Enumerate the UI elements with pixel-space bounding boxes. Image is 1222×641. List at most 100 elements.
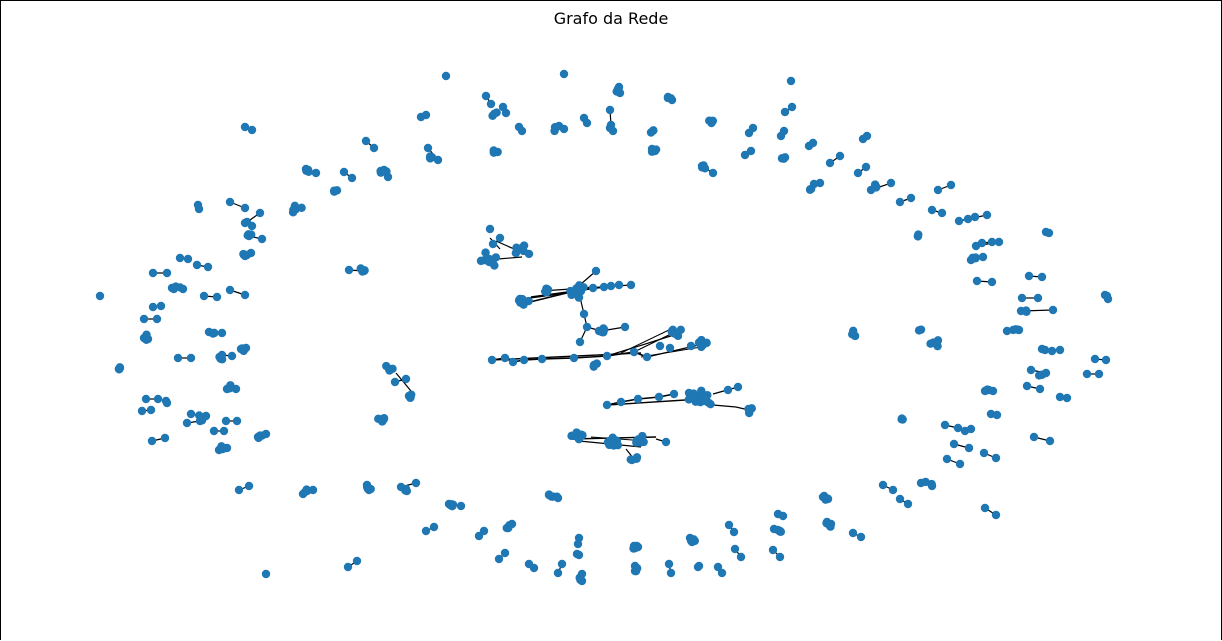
graph-node: [457, 502, 465, 510]
graph-node: [218, 329, 226, 337]
graph-node: [412, 479, 420, 487]
graph-node: [1046, 437, 1054, 445]
graph-node: [849, 529, 857, 537]
graph-node: [820, 492, 828, 500]
graph-node: [614, 441, 622, 449]
graph-node: [560, 70, 568, 78]
graph-node: [554, 569, 562, 577]
graph-node: [826, 159, 834, 167]
graph-node: [391, 378, 399, 386]
graph-node: [967, 425, 975, 433]
graph-node: [304, 168, 312, 176]
graph-node: [671, 329, 679, 337]
graph-node: [187, 354, 195, 362]
graph-node: [978, 239, 986, 247]
graph-node: [629, 544, 637, 552]
graph-node: [235, 486, 243, 494]
graph-node: [204, 263, 212, 271]
graph-node: [816, 179, 824, 187]
graph-node: [406, 393, 414, 401]
graph-node: [699, 340, 707, 348]
graph-node: [979, 253, 987, 261]
graph-node: [854, 169, 862, 177]
graph-node: [887, 179, 895, 187]
edge-layer: [142, 87, 1108, 581]
graph-node: [382, 362, 390, 370]
graph-node: [734, 383, 742, 391]
graph-node: [667, 569, 675, 577]
graph-node: [993, 411, 1001, 419]
graph-node: [621, 323, 629, 331]
graph-node: [1038, 273, 1046, 281]
graph-node: [889, 486, 897, 494]
graph-node: [955, 217, 963, 225]
graph-node: [490, 146, 498, 154]
graph-node: [330, 187, 338, 195]
graph-node: [592, 267, 600, 275]
graph-node: [489, 259, 497, 267]
graph-node: [627, 281, 635, 289]
graph-node: [345, 266, 353, 274]
graph-node: [915, 326, 923, 334]
graph-node: [518, 127, 526, 135]
graph-node: [551, 123, 559, 131]
graph-node: [779, 512, 787, 520]
graph-node: [220, 427, 228, 435]
graph-node: [147, 406, 155, 414]
graph-node: [725, 521, 733, 529]
graph-node: [655, 393, 663, 401]
graph-node: [560, 125, 568, 133]
graph-node: [580, 310, 588, 318]
graph-node: [176, 254, 184, 262]
graph-node: [862, 163, 870, 171]
graph-node: [665, 560, 673, 568]
graph-node: [941, 421, 949, 429]
graph-node: [904, 500, 912, 508]
graph-node: [664, 94, 672, 102]
graph-node: [218, 445, 226, 453]
graph-node: [806, 186, 814, 194]
graph-edge: [621, 329, 671, 353]
graph-node: [1104, 295, 1112, 303]
graph-node: [291, 202, 299, 210]
graph-node: [927, 480, 935, 488]
graph-node: [195, 411, 203, 419]
node-layer: [96, 70, 1112, 585]
graph-node: [670, 390, 678, 398]
graph-node: [730, 528, 738, 536]
graph-node: [609, 127, 617, 135]
graph-node: [200, 292, 208, 300]
graph-node: [1022, 308, 1030, 316]
graph-node: [142, 395, 150, 403]
graph-node: [226, 198, 234, 206]
graph-node: [950, 440, 958, 448]
graph-edge: [542, 358, 574, 359]
graph-node: [992, 454, 1000, 462]
graph-node: [928, 206, 936, 214]
graph-node: [633, 564, 641, 572]
graph-node: [583, 323, 591, 331]
graph-node: [226, 381, 234, 389]
graph-node: [575, 293, 583, 301]
graph-node: [579, 283, 587, 291]
graph-node: [247, 230, 255, 238]
graph-node: [863, 132, 871, 140]
graph-node: [934, 336, 942, 344]
graph-node: [495, 555, 503, 563]
graph-node: [501, 549, 509, 557]
graph-node: [1018, 294, 1026, 302]
graph-node: [509, 358, 517, 366]
graph-node: [142, 331, 150, 339]
graph-node: [598, 328, 606, 336]
graph-node: [956, 460, 964, 468]
graph-node: [634, 395, 642, 403]
graph-node: [896, 198, 904, 206]
graph-node: [187, 410, 195, 418]
graph-node: [538, 355, 546, 363]
graph-node: [370, 144, 378, 152]
graph-node: [617, 398, 625, 406]
graph-node: [520, 356, 528, 364]
graph-node: [607, 282, 615, 290]
graph-node: [248, 222, 256, 230]
graph-node: [210, 329, 218, 337]
